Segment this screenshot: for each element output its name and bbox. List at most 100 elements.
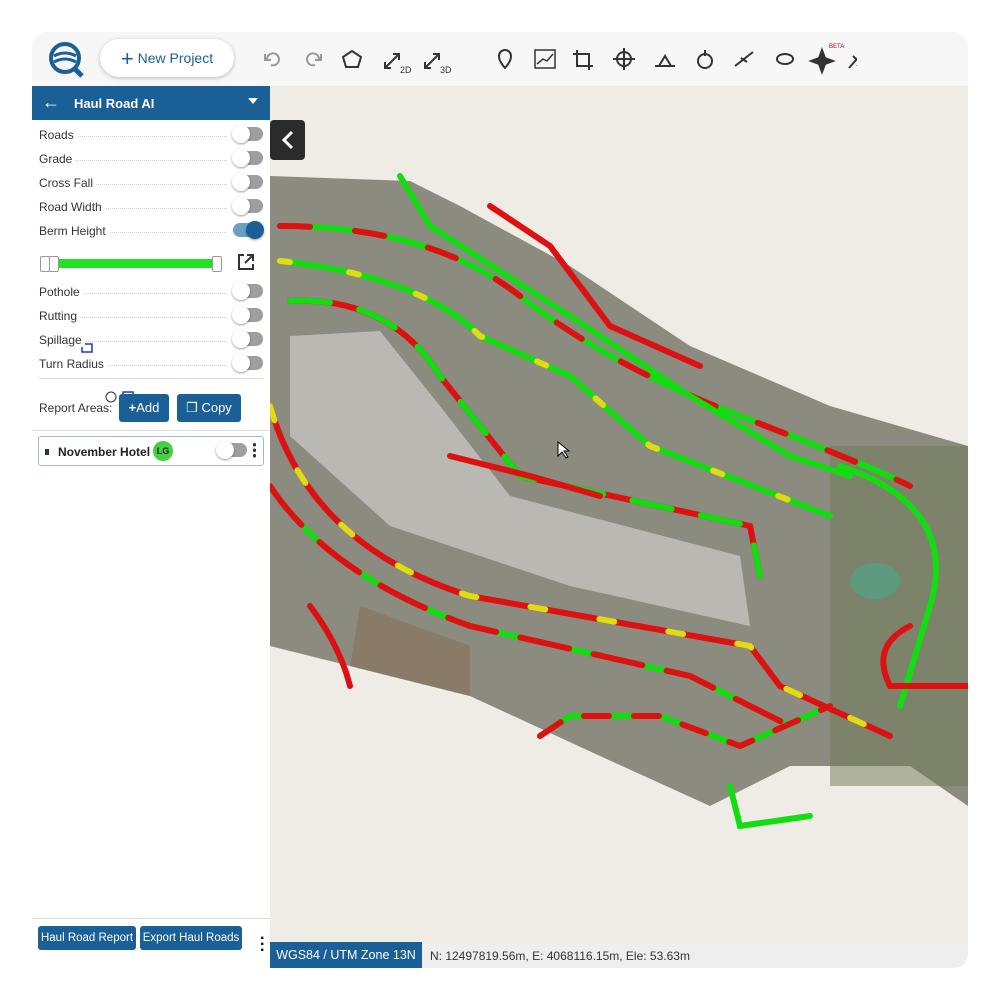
footer-button[interactable]: Export Haul Roads <box>140 926 242 950</box>
toggle[interactable] <box>232 173 263 191</box>
toggle-knob <box>232 149 250 167</box>
open-external-icon[interactable] <box>236 252 256 272</box>
redo-icon[interactable] <box>306 52 322 67</box>
area-badge: LG <box>153 441 173 461</box>
2d-icon[interactable] <box>384 53 400 69</box>
layer-row: Berm Height <box>39 221 264 241</box>
toggle[interactable] <box>232 125 263 143</box>
leader-dots <box>39 317 227 318</box>
toggle-knob <box>216 441 234 459</box>
coordinates: N: 12497819.56m, E: 4068116.15m, Ele: 53… <box>430 949 690 963</box>
layer-row: Spillage <box>39 330 263 350</box>
measure-icon[interactable] <box>655 54 675 67</box>
profile-icon[interactable] <box>534 49 556 69</box>
toggle[interactable] <box>232 306 263 324</box>
ai-icon[interactable] <box>808 47 836 75</box>
layer-row: Pothole <box>39 282 263 302</box>
badge-beta: BETA <box>829 44 844 50</box>
layer-row: Rutting <box>39 306 263 326</box>
layer-label: Grade <box>39 152 76 166</box>
toolbar: + New Project 2D 3D BETA <box>32 32 968 86</box>
toggle-knob <box>246 221 264 239</box>
dropdown-caret[interactable] <box>248 98 258 109</box>
layer-label: Road Width <box>39 200 105 214</box>
toggle-knob <box>232 330 250 348</box>
toggle[interactable] <box>233 221 264 239</box>
draw-icon[interactable] <box>848 52 857 69</box>
badge-3d: 3D <box>440 65 452 75</box>
area-item[interactable]: November Hotel LG <box>38 436 264 466</box>
tool-icons: 2D 3D BETA <box>264 44 857 75</box>
layer-row: Roads <box>39 125 263 145</box>
layer-label: Spillage <box>39 333 85 347</box>
pin-icon[interactable] <box>497 49 513 70</box>
layer-label: Roads <box>39 128 77 142</box>
leader-dots <box>39 365 227 366</box>
leader-dots <box>39 136 227 137</box>
toggle-knob <box>232 354 250 372</box>
toggle[interactable] <box>232 197 263 215</box>
copy-button[interactable]: ❐ Copy <box>177 394 241 422</box>
toggle[interactable] <box>216 441 247 459</box>
toggle[interactable] <box>232 330 263 348</box>
cursor <box>557 440 571 459</box>
leader-dots <box>39 341 227 342</box>
road-overlays <box>270 173 968 830</box>
app-window: + New Project 2D 3D BETA ← Haul Road AI <box>32 32 968 968</box>
volume-icon[interactable] <box>697 53 713 69</box>
layer-row: Turn Radius <box>39 354 263 374</box>
leader-dots <box>39 208 227 209</box>
map-view <box>270 86 968 942</box>
toggle-knob <box>232 125 250 143</box>
crop-icon[interactable] <box>573 50 593 70</box>
new-project-label: New Project <box>137 50 214 66</box>
more-menu[interactable]: · · · <box>260 930 266 959</box>
leader-dots <box>39 293 227 294</box>
layer-row: Cross Fall <box>39 173 263 193</box>
turn-radius-info-icon[interactable] <box>105 391 117 403</box>
layer-label: Rutting <box>39 309 81 323</box>
sidebar: ← Haul Road AI Report Areas: +Add ❐ Copy… <box>32 86 271 968</box>
toggle[interactable] <box>232 149 263 167</box>
area-name: November Hotel <box>58 445 151 459</box>
chart-icon <box>45 449 54 455</box>
add-button[interactable]: +Add <box>119 394 169 422</box>
polygon-icon[interactable] <box>341 49 363 68</box>
3d-icon[interactable] <box>424 53 440 69</box>
toggle-wrap <box>215 441 247 461</box>
undo-icon[interactable] <box>264 52 280 67</box>
copy-label: Copy <box>201 400 232 415</box>
area-menu[interactable] <box>253 442 256 458</box>
sidebar-header[interactable]: ← Haul Road AI <box>32 86 270 120</box>
toggle[interactable] <box>232 354 263 372</box>
toggle[interactable] <box>232 282 263 300</box>
layer-row: Road Width <box>39 197 263 217</box>
toggle-knob <box>232 306 250 324</box>
leader-dots <box>39 160 227 161</box>
rutting-info-icon[interactable] <box>81 343 93 355</box>
layer-label: Turn Radius <box>39 357 107 371</box>
new-project-button[interactable]: + New Project <box>100 39 234 77</box>
leader-dots <box>39 232 227 233</box>
add-label: Add <box>136 400 160 415</box>
footer-button[interactable]: Haul Road Report <box>38 926 136 950</box>
back-arrow[interactable]: ← <box>42 92 60 112</box>
slope-icon[interactable] <box>734 51 754 67</box>
range-slider[interactable] <box>40 256 224 272</box>
logo <box>49 42 84 78</box>
sidebar-title: Haul Road AI <box>74 96 155 111</box>
badge-2d: 2D <box>400 65 412 75</box>
crs-label[interactable]: WGS84 / UTM Zone 13N <box>270 942 422 968</box>
toggle-knob <box>232 173 250 191</box>
layer-label: Cross Fall <box>39 176 97 190</box>
contour-icon[interactable] <box>776 53 794 65</box>
toggle-knob <box>232 197 250 215</box>
layer-row: Grade <box>39 149 263 169</box>
report-areas-label: Report Areas: <box>39 401 113 415</box>
collapse-sidebar-button[interactable] <box>270 120 305 160</box>
leader-dots <box>39 184 227 185</box>
toggle-knob <box>232 282 250 300</box>
status-bar: WGS84 / UTM Zone 13N N: 12497819.56m, E:… <box>270 942 968 968</box>
layer-label: Pothole <box>39 285 83 299</box>
